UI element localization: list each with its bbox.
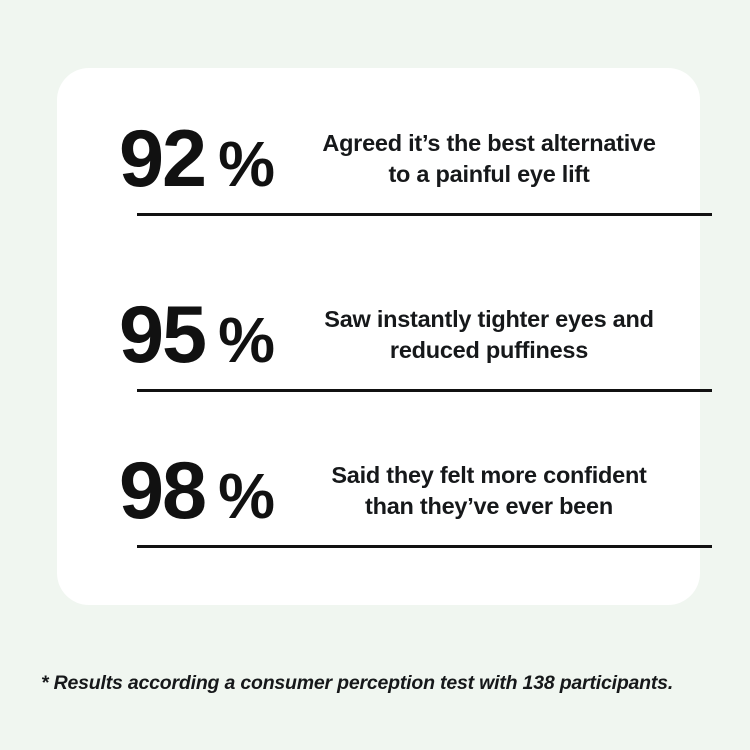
stat-description: Said they felt more confident than they’… (312, 460, 672, 523)
stat-divider (137, 389, 712, 392)
stat-description-line-1: Saw instantly tighter eyes and (324, 305, 654, 332)
percent-symbol: % (218, 127, 275, 200)
stats-list: 92 % Agreed it’s the best alternative to… (97, 68, 712, 605)
stat-row: 95 % Saw instantly tighter eyes and redu… (97, 280, 672, 390)
stat-figure: 92 % (97, 113, 312, 204)
stat-description-line-2: than they’ve ever been (365, 493, 613, 519)
percent-symbol: % (218, 303, 275, 376)
stat-description-line-1: Agreed it’s the best alternative (322, 129, 656, 156)
stat-description: Saw instantly tighter eyes and reduced p… (312, 304, 672, 367)
stats-card: 92 % Agreed it’s the best alternative to… (57, 68, 712, 605)
stat-value: 98 (119, 445, 207, 536)
stat-row: 98 % Said they felt more confident than … (97, 436, 672, 546)
stat-description-line-2: reduced puffiness (389, 337, 589, 363)
footnote-disclaimer: * Results according a consumer perceptio… (41, 672, 674, 694)
stat-description: Agreed it’s the best alternative to a pa… (312, 128, 672, 191)
stat-description-line-1: Said they felt more confident (331, 461, 647, 488)
stat-row: 92 % Agreed it’s the best alternative to… (97, 104, 672, 214)
stat-divider (137, 545, 712, 548)
percent-symbol: % (218, 459, 275, 532)
stat-description-line-2: to a painful eye lift (388, 161, 590, 187)
stat-figure: 95 % (97, 289, 312, 380)
stat-value: 95 (119, 289, 207, 380)
stat-divider (137, 213, 712, 216)
stat-value: 92 (119, 113, 207, 204)
stat-figure: 98 % (97, 445, 312, 536)
